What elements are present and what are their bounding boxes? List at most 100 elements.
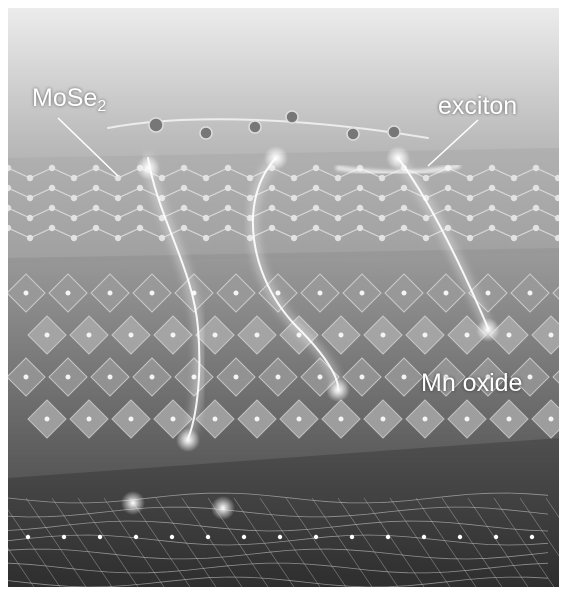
mose2-pointer-line [57, 117, 119, 177]
mose2-atom [510, 194, 518, 202]
mn-oxide-atom [317, 374, 323, 380]
wireframe-line [8, 548, 549, 560]
mn-oxide-atom [44, 416, 50, 422]
wireframe-line [8, 547, 35, 587]
wireframe-line [337, 497, 399, 587]
particle [199, 126, 213, 140]
exciton-label: exciton [438, 92, 518, 120]
mose2-atom [290, 214, 298, 222]
mose2-bond-row [8, 207, 559, 219]
mn-oxide-atom [485, 374, 491, 380]
mn-oxide-atom [485, 290, 491, 296]
mose2-atom [268, 204, 276, 212]
mose2-atom [312, 164, 320, 172]
mn-oxide-atom [359, 290, 365, 296]
particle [285, 110, 299, 124]
mn-oxide-atom [422, 416, 428, 422]
mose2-atom [378, 214, 386, 222]
mose2-atom [334, 194, 342, 202]
mose2-atom [26, 214, 34, 222]
mose2-atom [554, 234, 559, 242]
mn-oxide-atom [317, 290, 323, 296]
mn-oxide-octahedron [552, 286, 559, 300]
mose2-atom [26, 234, 34, 242]
mose2-atom [378, 194, 386, 202]
mn-oxide-atom [149, 374, 155, 380]
mn-oxide-atom [506, 416, 512, 422]
wireframe-line [51, 497, 113, 587]
mose2-atom [510, 214, 518, 222]
mn-oxide-octahedron [531, 399, 559, 439]
mose2-atom [202, 194, 210, 202]
wireframe-node [205, 534, 211, 540]
glow-spot [211, 496, 235, 520]
mose2-atom [466, 214, 474, 222]
mose2-atom [180, 184, 188, 192]
particle [148, 117, 164, 133]
mn-oxide-atom [527, 374, 533, 380]
wireframe-node [313, 534, 319, 540]
mn-oxide-atom [170, 416, 176, 422]
mose2-atom [312, 224, 320, 232]
mose2-atom [114, 214, 122, 222]
mose2-atom [114, 174, 122, 182]
mn-oxide-octahedron [552, 370, 559, 384]
mose2-atom [554, 214, 559, 222]
mn-oxide-atom [548, 332, 554, 338]
mn-oxide-label: Mn oxide [421, 369, 523, 397]
mose2-atom [158, 174, 166, 182]
mose2-atom [136, 184, 144, 192]
mose2-atom [312, 184, 320, 192]
mn-oxide-atom [233, 290, 239, 296]
mose2-atom [26, 174, 34, 182]
glow-spot [136, 156, 160, 180]
mose2-atom [180, 224, 188, 232]
exciton-particles [148, 110, 401, 141]
mose2-atom [466, 194, 474, 202]
mose2-atom [70, 174, 78, 182]
wireframe-node [61, 534, 67, 540]
mose2-atom [554, 174, 559, 182]
mn-oxide-atom [86, 332, 92, 338]
wireframe-line [8, 534, 549, 546]
wireframe-line [8, 576, 549, 587]
wireframe-line [545, 497, 559, 518]
mose2-atom [202, 234, 210, 242]
mn-oxide-atom [359, 374, 365, 380]
particle [387, 125, 401, 139]
wireframe-line [155, 497, 217, 587]
mn-oxide-atom [443, 290, 449, 296]
wireframe-node [133, 534, 139, 540]
wireframe-node [349, 534, 355, 540]
mose2-atom [488, 164, 496, 172]
mn-oxide-atom [44, 332, 50, 338]
wireframe-node [493, 534, 499, 540]
mose2-atom [466, 234, 474, 242]
wireframe-node [457, 534, 463, 540]
mose2-atom [334, 174, 342, 182]
wireframe-line [25, 497, 87, 587]
mose2-atom [8, 204, 12, 212]
mose2-atom [48, 204, 56, 212]
wireframe-line [181, 497, 243, 587]
particle [346, 127, 360, 141]
wireframe-node [169, 534, 175, 540]
mose2-atom [268, 184, 276, 192]
wireframe-node [529, 534, 535, 540]
arc-middle-core [251, 157, 339, 389]
mose2-label: MoSe2 [32, 86, 106, 115]
orbit-top [107, 118, 429, 139]
mose2-atom [532, 224, 540, 232]
mose2-atom [92, 164, 100, 172]
mn-oxide-atom [464, 416, 470, 422]
mose2-atom [532, 164, 540, 172]
mose2-atom [70, 214, 78, 222]
mn-oxide-atom [128, 332, 134, 338]
mose2-atom [48, 224, 56, 232]
mose2-atom [422, 214, 430, 222]
wireframe-node [97, 534, 103, 540]
mn-oxide-atom [149, 290, 155, 296]
mose2-atom [224, 164, 232, 172]
wireframe-line [493, 497, 555, 587]
mose2-atom [136, 204, 144, 212]
